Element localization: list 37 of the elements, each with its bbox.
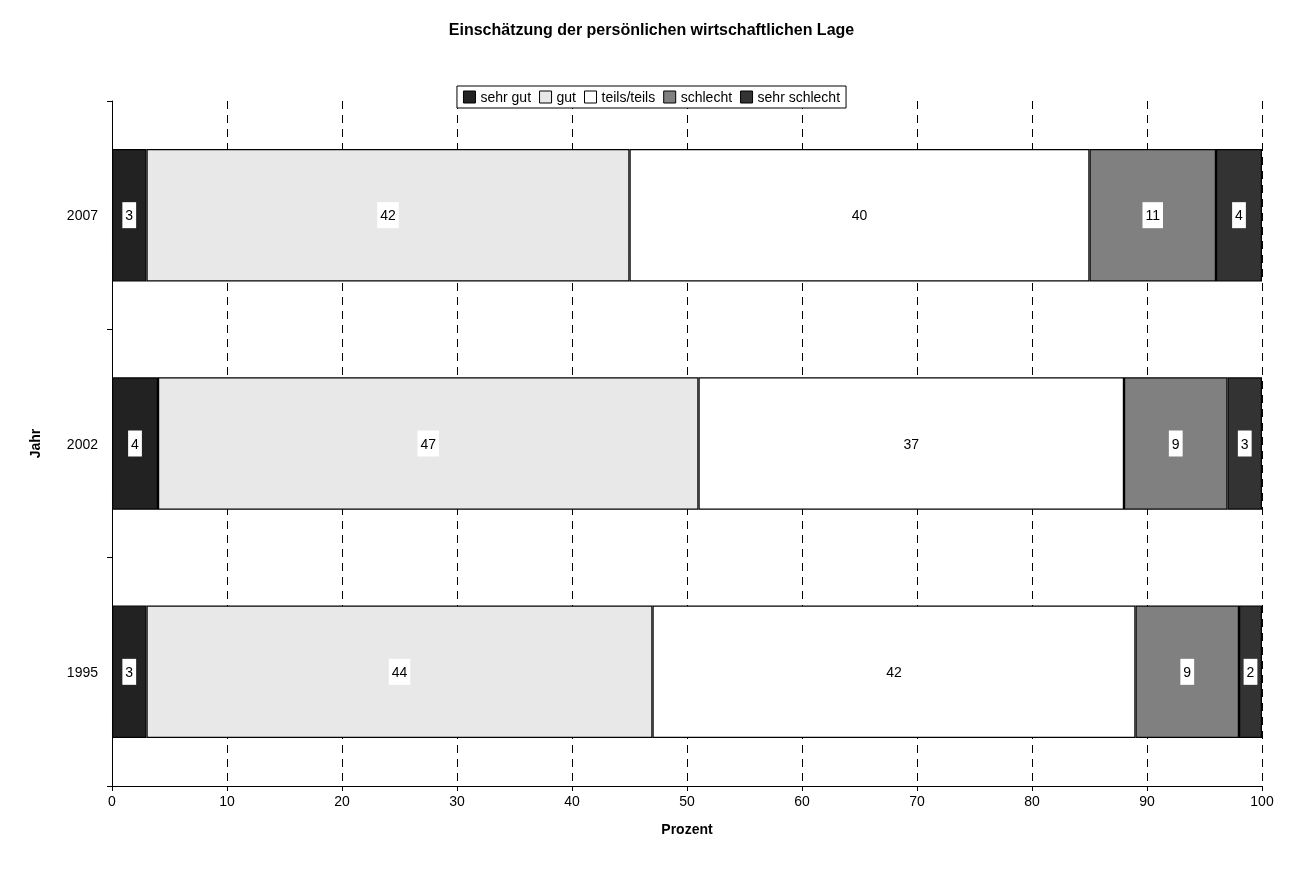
y-tick-label: 1995 — [66, 663, 99, 680]
x-tick-label: 60 — [794, 793, 810, 809]
x-tick-label: 40 — [564, 793, 580, 809]
x-tick-label: 50 — [679, 793, 695, 809]
legend-label: sehr gut — [480, 89, 532, 105]
y-axis-title: Jahr — [27, 428, 43, 459]
y-tick-label: 2007 — [66, 207, 99, 224]
x-tick-label: 70 — [909, 793, 925, 809]
data-label: 42 — [886, 663, 902, 680]
data-label: 37 — [903, 435, 920, 452]
x-tick-label: 20 — [334, 793, 350, 809]
data-label: 3 — [125, 663, 134, 680]
x-tick-label: 30 — [449, 793, 465, 809]
x-tick-label: 90 — [1139, 793, 1155, 809]
legend-label: gut — [556, 89, 577, 105]
legend-label: sehr schlecht — [757, 89, 841, 105]
data-label: 42 — [380, 207, 396, 224]
data-label: 2 — [1246, 663, 1255, 680]
data-label: 3 — [1240, 435, 1249, 452]
x-tick-label: 0 — [108, 793, 117, 809]
x-tick-label: 80 — [1024, 793, 1040, 809]
legend-label: schlecht — [680, 89, 733, 105]
data-label: 44 — [391, 663, 408, 680]
chart-title: Einschätzung der persönlichen wirtschaftlichen Lage — [448, 20, 855, 38]
x-axis-title: Prozent — [661, 821, 713, 837]
data-label: 4 — [131, 435, 140, 452]
y-tick-label: 2002 — [66, 435, 99, 452]
x-tick-label: 10 — [219, 793, 235, 809]
data-label: 9 — [1171, 435, 1180, 452]
data-label: 47 — [420, 435, 437, 452]
data-label: 11 — [1145, 207, 1161, 224]
data-label: 40 — [851, 207, 868, 224]
data-label: 3 — [125, 207, 134, 224]
data-label: 9 — [1183, 663, 1192, 680]
data-label: 4 — [1235, 207, 1244, 224]
x-tick-label: 100 — [1250, 793, 1274, 809]
legend-label: teils/teils — [601, 89, 656, 105]
